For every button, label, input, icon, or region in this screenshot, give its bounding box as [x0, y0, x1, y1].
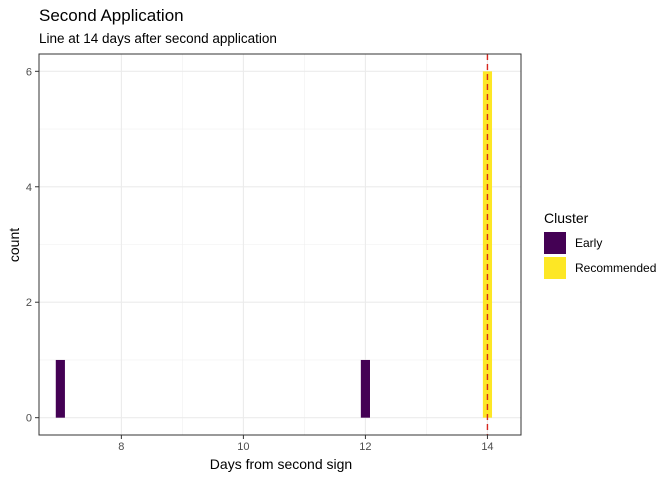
bar-early	[55, 359, 65, 418]
legend: Cluster Early Recommended	[544, 210, 656, 279]
y-axis-title: count	[6, 228, 22, 262]
x-tick-label: 8	[118, 441, 124, 453]
legend-key-early	[544, 232, 566, 254]
y-tick-label: 0	[26, 413, 32, 425]
minor-gridlines	[39, 54, 521, 435]
legend-key-recommended	[544, 257, 566, 279]
y-axis: 0 2 4 6	[26, 66, 39, 425]
legend-label-recommended: Recommended	[575, 261, 656, 275]
y-tick-label: 4	[26, 182, 32, 194]
plot-border	[38, 53, 522, 436]
bar-early	[360, 359, 370, 418]
x-axis: 8 10 12 14	[118, 435, 494, 453]
x-tick-label: 14	[481, 441, 493, 453]
y-tick-label: 6	[26, 66, 32, 78]
x-axis-title: Days from second sign	[210, 456, 352, 472]
legend-title: Cluster	[544, 210, 589, 226]
legend-entries: Early Recommended	[544, 232, 656, 279]
chart-subtitle: Line at 14 days after second application	[39, 31, 277, 46]
legend-label-early: Early	[575, 236, 602, 250]
x-tick-label: 12	[359, 441, 371, 453]
y-tick-label: 2	[26, 297, 32, 309]
chart-title: Second Application	[39, 6, 184, 25]
x-tick-label: 10	[237, 441, 249, 453]
